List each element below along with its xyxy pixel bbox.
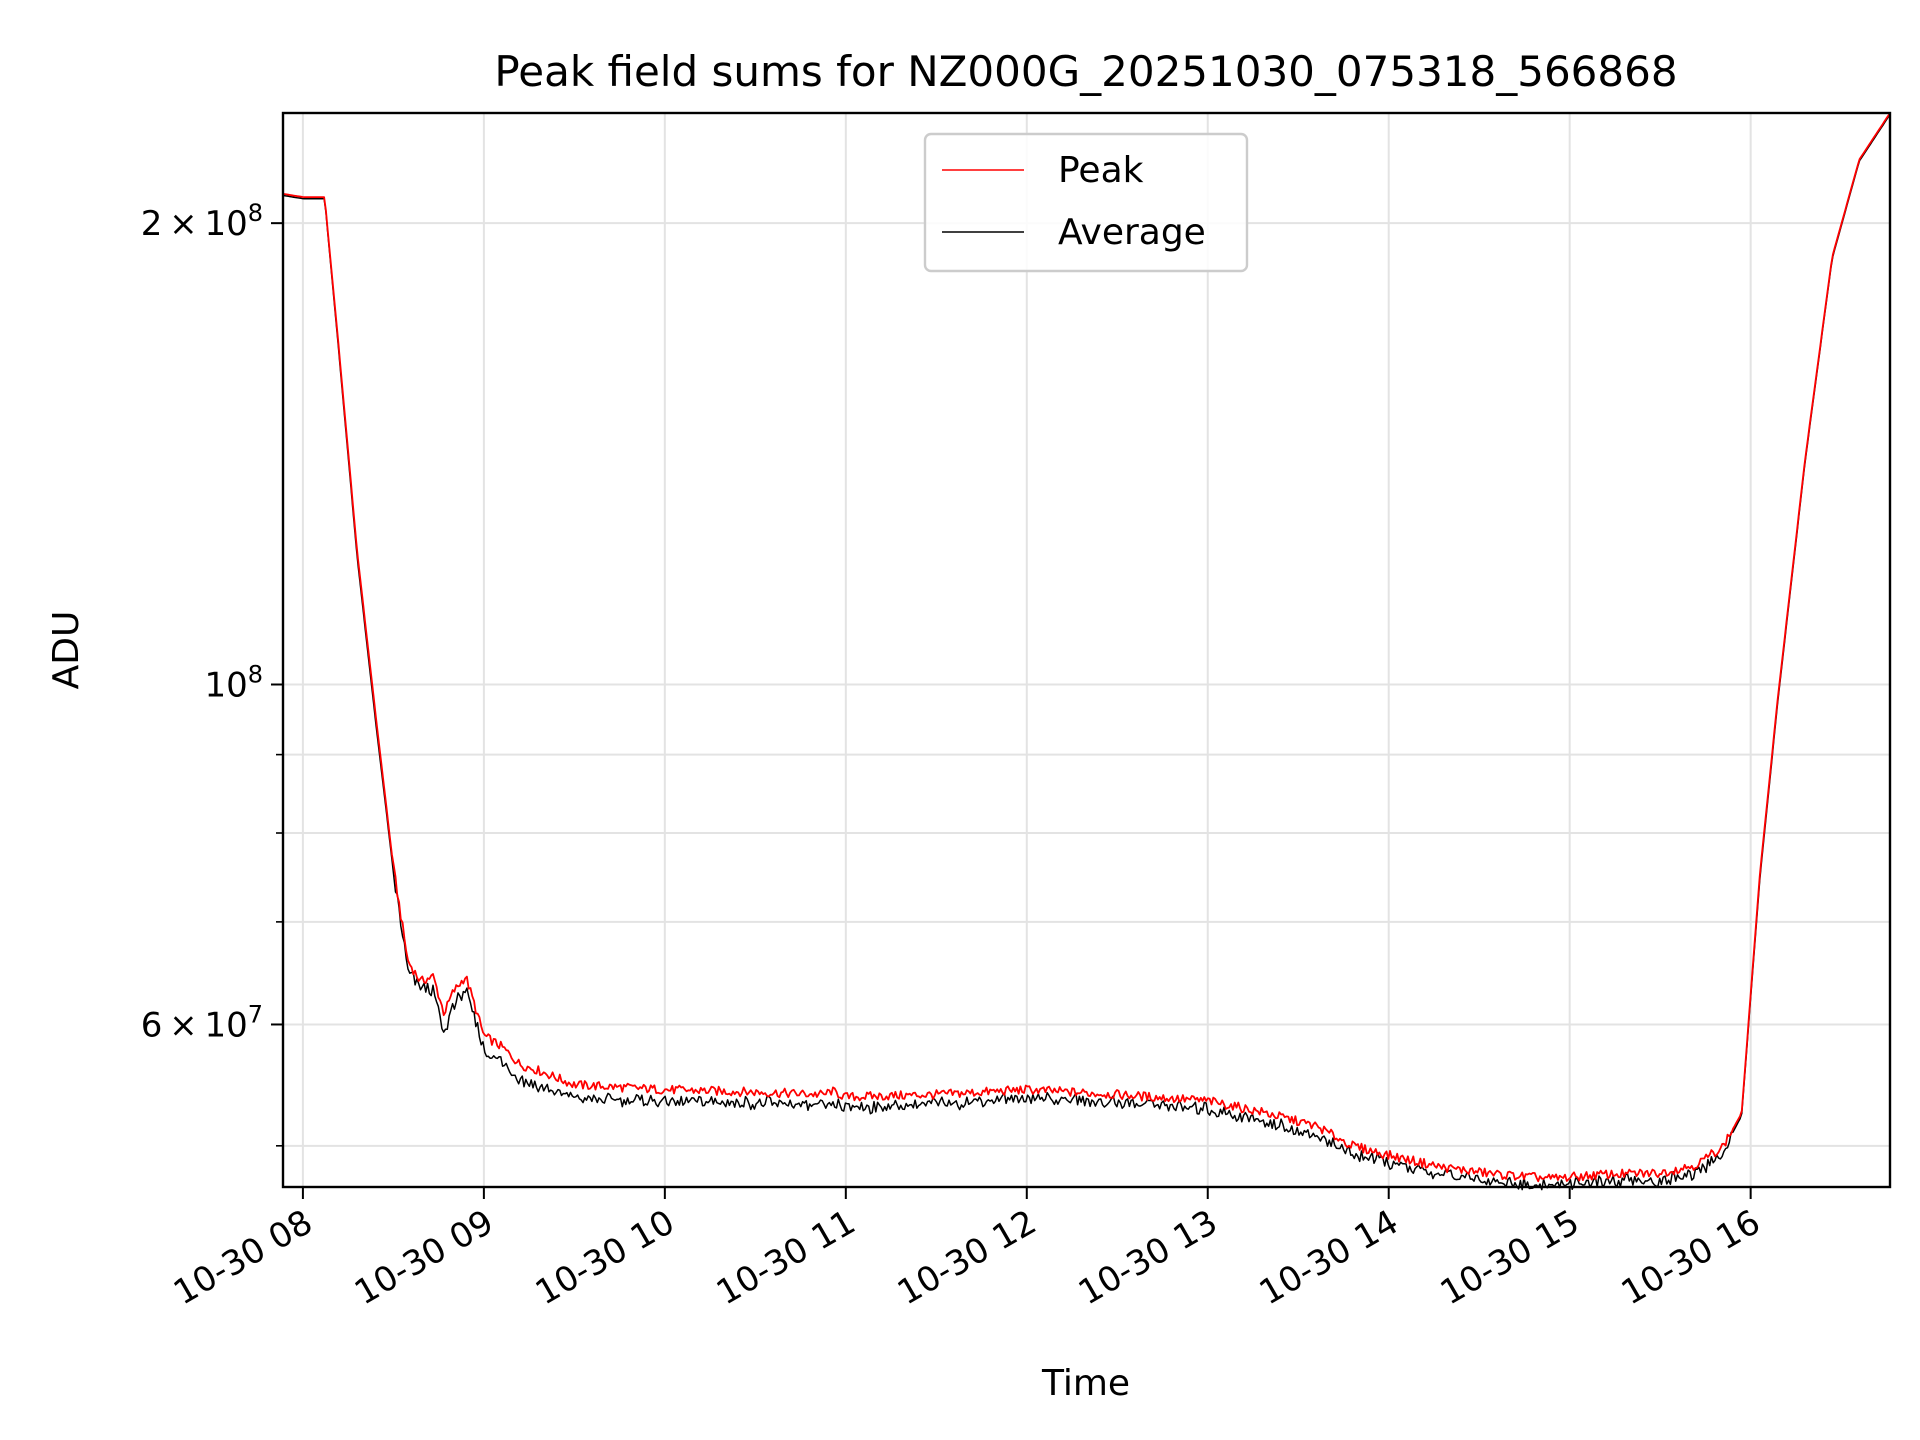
- x-axis-label: Time: [1041, 1363, 1130, 1404]
- series-layer: [282, 112, 1891, 1191]
- legend-peak-label: Peak: [1058, 150, 1144, 191]
- peak-series-line: [282, 112, 1891, 1183]
- chart-title: Peak field sums for NZ000G_20251030_0753…: [494, 47, 1677, 96]
- average-series-line: [282, 113, 1891, 1191]
- y-tick-label: 6 × 107: [141, 1000, 263, 1045]
- y-axis-label: ADU: [46, 611, 87, 690]
- plot-frame: [281, 111, 1892, 1189]
- legend: Peak Average: [923, 132, 1249, 273]
- legend-average-label: Average: [1058, 212, 1206, 253]
- legend-box: [923, 132, 1249, 273]
- y-tick-label: 2 × 108: [141, 199, 263, 244]
